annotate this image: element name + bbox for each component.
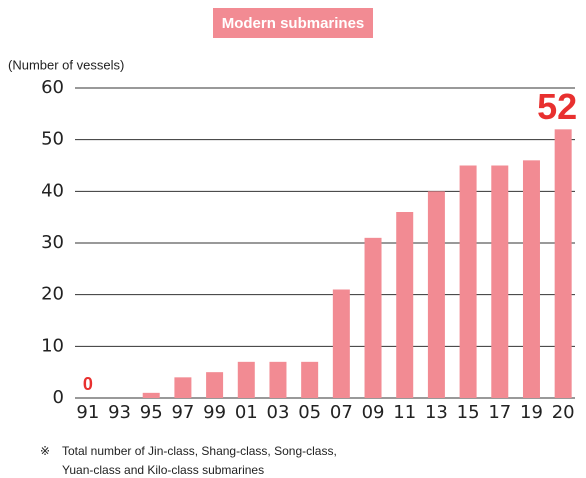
bar bbox=[364, 237, 382, 398]
x-tick-label: 13 bbox=[425, 402, 448, 423]
y-tick-label: 30 bbox=[41, 232, 64, 253]
x-tick-label: 15 bbox=[457, 402, 480, 423]
bar bbox=[332, 289, 350, 398]
x-tick-label: 91 bbox=[76, 402, 99, 423]
data-label: 0 bbox=[83, 374, 93, 394]
y-tick-label: 0 bbox=[53, 387, 64, 408]
y-tick-label: 50 bbox=[41, 129, 64, 150]
bar bbox=[174, 377, 192, 398]
bar bbox=[396, 212, 414, 398]
x-tick-label: 95 bbox=[140, 402, 163, 423]
title-box bbox=[213, 8, 373, 38]
bar bbox=[269, 361, 287, 398]
x-tick-label: 17 bbox=[488, 402, 511, 423]
note-line: Total number of Jin-class, Shang-class, … bbox=[62, 444, 337, 458]
bar bbox=[237, 361, 255, 398]
x-tick-label: 20 bbox=[552, 402, 575, 423]
x-tick-label: 05 bbox=[298, 402, 321, 423]
y-axis-label: (Number of vessels) bbox=[8, 57, 124, 72]
bar bbox=[427, 191, 445, 398]
x-tick-label: 09 bbox=[362, 402, 385, 423]
x-tick-label: 07 bbox=[330, 402, 353, 423]
y-tick-label: 20 bbox=[41, 284, 64, 305]
bar bbox=[301, 361, 319, 398]
bar bbox=[522, 160, 540, 398]
x-tick-label: 03 bbox=[267, 402, 290, 423]
x-tick-label: 19 bbox=[520, 402, 543, 423]
bar bbox=[491, 165, 509, 398]
x-tick-label: 99 bbox=[203, 402, 226, 423]
bar bbox=[554, 129, 572, 399]
bar bbox=[142, 392, 160, 398]
bar bbox=[206, 372, 224, 398]
y-tick-label: 10 bbox=[41, 335, 64, 356]
data-label: 52 bbox=[537, 86, 577, 127]
note-marker: ※ bbox=[40, 444, 50, 458]
y-tick-label: 40 bbox=[41, 180, 64, 201]
note-line: Yuan-class and Kilo-class submarines bbox=[62, 463, 264, 477]
chart-title: Modern submarines bbox=[222, 15, 365, 32]
bar bbox=[459, 165, 477, 398]
x-tick-label: 93 bbox=[108, 402, 131, 423]
x-tick-label: 11 bbox=[393, 402, 416, 423]
x-tick-label: 97 bbox=[171, 402, 194, 423]
y-tick-label: 60 bbox=[41, 77, 64, 98]
x-tick-label: 01 bbox=[235, 402, 258, 423]
